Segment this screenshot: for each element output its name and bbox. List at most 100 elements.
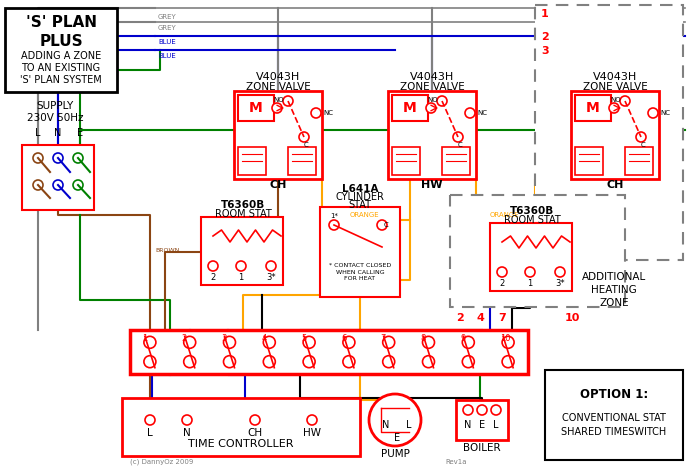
Text: NO: NO xyxy=(273,97,284,103)
Text: 'S' PLAN
PLUS: 'S' PLAN PLUS xyxy=(26,15,97,49)
Text: GREY: GREY xyxy=(158,14,177,20)
Circle shape xyxy=(73,180,83,190)
Text: 6: 6 xyxy=(341,334,346,343)
Text: N: N xyxy=(183,428,191,438)
Text: ZONE VALVE: ZONE VALVE xyxy=(400,82,464,92)
Circle shape xyxy=(329,220,339,230)
FancyBboxPatch shape xyxy=(238,95,274,121)
Text: * CONTACT CLOSED
WHEN CALLING
FOR HEAT: * CONTACT CLOSED WHEN CALLING FOR HEAT xyxy=(329,263,391,281)
Text: OPTION 1:: OPTION 1: xyxy=(580,388,648,401)
Circle shape xyxy=(184,356,196,368)
Text: 2: 2 xyxy=(181,334,187,343)
Text: CONVENTIONAL STAT
SHARED TIMESWITCH: CONVENTIONAL STAT SHARED TIMESWITCH xyxy=(562,413,667,437)
Text: NC: NC xyxy=(660,110,670,116)
Circle shape xyxy=(182,415,192,425)
Text: ORANGE: ORANGE xyxy=(490,212,520,218)
Text: ROOM STAT: ROOM STAT xyxy=(504,215,560,225)
Text: 7: 7 xyxy=(381,334,386,343)
FancyBboxPatch shape xyxy=(288,147,316,175)
Circle shape xyxy=(437,96,447,106)
FancyBboxPatch shape xyxy=(571,91,659,179)
Text: CH: CH xyxy=(269,180,286,190)
Circle shape xyxy=(224,336,235,348)
Text: 3*: 3* xyxy=(266,272,276,281)
Text: BLUE: BLUE xyxy=(158,53,176,59)
Circle shape xyxy=(343,356,355,368)
Circle shape xyxy=(383,356,395,368)
Text: (c) DannyOz 2009: (c) DannyOz 2009 xyxy=(130,459,193,465)
FancyBboxPatch shape xyxy=(22,145,94,210)
Text: 4: 4 xyxy=(262,334,266,343)
Text: 2: 2 xyxy=(210,272,215,281)
Circle shape xyxy=(33,153,43,163)
Text: L: L xyxy=(147,428,153,438)
Circle shape xyxy=(311,108,321,118)
Text: ADDING A ZONE
TO AN EXISTING
'S' PLAN SYSTEM: ADDING A ZONE TO AN EXISTING 'S' PLAN SY… xyxy=(20,51,102,85)
Text: V4043H: V4043H xyxy=(410,72,454,82)
Circle shape xyxy=(377,220,387,230)
Circle shape xyxy=(463,405,473,415)
FancyBboxPatch shape xyxy=(122,398,360,456)
Text: 10: 10 xyxy=(564,313,580,323)
Text: 5: 5 xyxy=(301,334,306,343)
Circle shape xyxy=(462,356,474,368)
Text: ZONE VALVE: ZONE VALVE xyxy=(582,82,647,92)
Text: L: L xyxy=(35,128,41,138)
Text: 1*: 1* xyxy=(330,213,338,219)
FancyBboxPatch shape xyxy=(442,147,470,175)
Text: 2: 2 xyxy=(541,32,549,42)
Circle shape xyxy=(307,415,317,425)
Circle shape xyxy=(422,336,435,348)
Text: 2: 2 xyxy=(500,278,504,287)
Circle shape xyxy=(303,356,315,368)
Circle shape xyxy=(477,405,487,415)
Text: Rev1a: Rev1a xyxy=(445,459,466,465)
Circle shape xyxy=(208,261,218,271)
Text: CH: CH xyxy=(248,428,263,438)
Text: L: L xyxy=(493,420,499,430)
Circle shape xyxy=(620,96,630,106)
Text: NC: NC xyxy=(477,110,487,116)
Text: TIME CONTROLLER: TIME CONTROLLER xyxy=(188,439,294,449)
Circle shape xyxy=(369,394,421,446)
Text: SUPPLY
230V 50Hz: SUPPLY 230V 50Hz xyxy=(27,101,83,123)
Text: PUMP: PUMP xyxy=(381,449,409,459)
Text: 3*: 3* xyxy=(555,278,565,287)
FancyBboxPatch shape xyxy=(238,147,266,175)
Text: L: L xyxy=(406,420,412,430)
FancyBboxPatch shape xyxy=(575,95,611,121)
Text: 7: 7 xyxy=(498,313,506,323)
Text: NO: NO xyxy=(427,97,438,103)
Text: CYLINDER: CYLINDER xyxy=(335,192,384,202)
Circle shape xyxy=(283,96,293,106)
Text: 4: 4 xyxy=(476,313,484,323)
FancyBboxPatch shape xyxy=(625,147,653,175)
FancyBboxPatch shape xyxy=(392,95,428,121)
Circle shape xyxy=(144,336,156,348)
Text: C: C xyxy=(304,142,308,148)
Text: BOILER: BOILER xyxy=(463,443,501,453)
Text: M: M xyxy=(403,101,417,115)
Text: 2: 2 xyxy=(456,313,464,323)
Circle shape xyxy=(636,132,646,142)
Circle shape xyxy=(465,108,475,118)
Circle shape xyxy=(555,267,565,277)
Text: C: C xyxy=(640,142,645,148)
Text: HW: HW xyxy=(422,180,443,190)
Circle shape xyxy=(266,261,276,271)
Text: ZONE VALVE: ZONE VALVE xyxy=(246,82,310,92)
Circle shape xyxy=(426,103,436,113)
FancyBboxPatch shape xyxy=(5,8,117,92)
Circle shape xyxy=(224,356,235,368)
Text: 10: 10 xyxy=(500,334,511,343)
Text: 1: 1 xyxy=(541,9,549,19)
Circle shape xyxy=(33,180,43,190)
Text: 9: 9 xyxy=(460,334,466,343)
FancyBboxPatch shape xyxy=(450,195,625,307)
Text: CH: CH xyxy=(607,180,624,190)
Circle shape xyxy=(453,132,463,142)
Circle shape xyxy=(422,356,435,368)
Text: 8: 8 xyxy=(420,334,426,343)
FancyBboxPatch shape xyxy=(490,223,572,291)
Circle shape xyxy=(491,405,501,415)
